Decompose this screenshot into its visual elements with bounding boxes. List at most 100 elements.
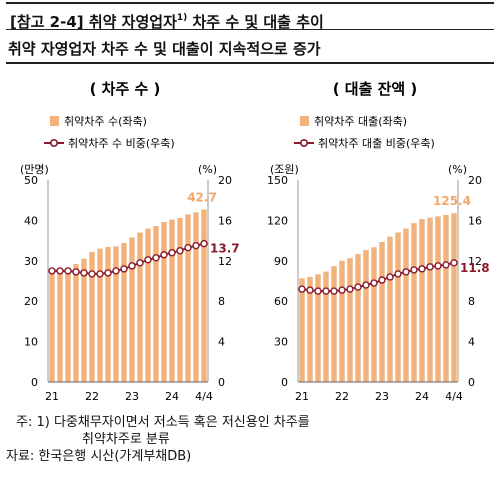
share-point xyxy=(168,249,176,257)
bar xyxy=(379,241,385,382)
bar xyxy=(177,217,183,382)
share-point xyxy=(176,246,184,255)
bar xyxy=(97,248,103,382)
bar xyxy=(113,246,119,382)
legend-bar-swatch xyxy=(50,116,59,126)
bar xyxy=(323,271,329,382)
chart-title: ( 차주 수 ) xyxy=(90,80,161,98)
note-line-1: 주: 1) 다중채무자이면서 저소득 혹은 저신용인 차주를 xyxy=(16,415,310,430)
page-title: [참고 2-4] 취약 자영업자 xyxy=(10,13,177,31)
bar xyxy=(371,247,377,382)
share-point xyxy=(370,279,378,287)
x-tick-label: 24 xyxy=(165,390,179,403)
bar xyxy=(331,266,337,382)
bar xyxy=(201,209,207,382)
share-point xyxy=(442,261,450,269)
legend-line-marker xyxy=(49,139,58,148)
bar xyxy=(315,274,321,382)
share-point xyxy=(386,273,394,281)
bar xyxy=(81,258,87,382)
right-tick-label: 8 xyxy=(468,295,475,308)
bar xyxy=(387,236,393,382)
share-point xyxy=(354,283,362,291)
bar xyxy=(395,232,401,382)
left-tick-label: 60 xyxy=(274,295,288,308)
share-point xyxy=(338,286,346,294)
bar xyxy=(411,223,417,382)
left-tick-label: 20 xyxy=(24,295,38,308)
bar xyxy=(137,232,143,382)
bar xyxy=(105,247,111,382)
share-point xyxy=(200,239,208,248)
legend-bar-label: 취약차주 대출(좌축) xyxy=(314,114,407,128)
right-tick-label: 20 xyxy=(218,174,232,187)
share-point xyxy=(72,268,80,276)
right-tick-label: 4 xyxy=(468,336,475,349)
source-line: 자료: 한국은행 시산(가계부채DB) xyxy=(6,449,192,464)
x-tick-label: 21 xyxy=(45,390,59,403)
chart-borrowers: ( 차주 수 ) 취약차주 수(좌축) 취약차주 수 비중(우축) (만명) (%) 0 1… xyxy=(20,80,240,403)
share-point xyxy=(450,259,458,267)
share-point xyxy=(80,269,88,277)
share-point xyxy=(104,269,112,277)
left-tick-label: 30 xyxy=(274,336,288,349)
bar xyxy=(145,228,151,382)
x-tick-label: 22 xyxy=(335,390,349,403)
share-point xyxy=(434,262,442,270)
share-point xyxy=(362,281,370,289)
share-point xyxy=(346,285,354,293)
right-tick-label: 12 xyxy=(218,255,232,268)
bar xyxy=(161,222,167,382)
bar-last-value-label: 125.4 xyxy=(433,194,471,208)
left-tick-label: 0 xyxy=(31,376,38,389)
bar xyxy=(363,250,369,382)
title-bar: [참고 2-4] 취약 자영업자1) 차주 수 및 대출 추이 xyxy=(6,2,494,31)
bar xyxy=(307,276,313,382)
legend-line-label: 취약차주 수 비중(우축) xyxy=(68,136,175,150)
share-point xyxy=(120,265,128,273)
bar xyxy=(65,267,71,382)
bar xyxy=(129,237,135,382)
bar xyxy=(57,268,63,382)
right-tick-label: 16 xyxy=(218,214,232,227)
title-footnote-mark: 1) xyxy=(176,13,188,23)
share-point xyxy=(306,286,314,294)
left-tick-label: 30 xyxy=(24,255,38,268)
share-point xyxy=(402,268,410,276)
left-tick-label: 10 xyxy=(24,336,38,349)
left-tick-label: 0 xyxy=(281,376,288,389)
right-tick-label: 0 xyxy=(218,376,225,389)
share-point xyxy=(418,265,426,273)
bar xyxy=(121,243,127,382)
right-tick-label: 20 xyxy=(468,174,482,187)
bar xyxy=(427,217,433,382)
left-tick-label: 150 xyxy=(267,174,288,187)
bar xyxy=(73,264,79,382)
left-tick-label: 50 xyxy=(24,174,38,187)
bar xyxy=(49,269,55,382)
share-point xyxy=(64,267,72,275)
bar xyxy=(419,219,425,382)
right-tick-label: 4 xyxy=(218,336,225,349)
bar xyxy=(435,216,441,382)
share-point xyxy=(96,270,104,278)
right-tick-label: 0 xyxy=(468,376,475,389)
right-tick-label: 8 xyxy=(218,295,225,308)
notes: 주: 1) 다중채무자이면서 저소득 혹은 저신용인 차주를 취약차주로 분류 … xyxy=(6,414,310,465)
left-axis-unit: (만명) xyxy=(20,163,49,176)
share-point xyxy=(184,243,192,252)
bar xyxy=(185,214,191,382)
bar xyxy=(169,219,175,382)
right-axis-unit: (%) xyxy=(448,163,467,176)
share-point xyxy=(88,270,96,278)
chart-title: ( 대출 잔액 ) xyxy=(333,80,418,98)
page-subtitle: 취약 자영업자 차주 수 및 대출이 지속적으로 증가 xyxy=(6,38,494,64)
share-point xyxy=(426,263,434,271)
bar xyxy=(443,215,449,382)
share-point xyxy=(48,267,56,275)
x-tick-label: 4/4 xyxy=(195,390,213,403)
left-tick-label: 120 xyxy=(267,214,288,227)
share-point xyxy=(136,259,144,267)
bar xyxy=(89,251,95,382)
right-tick-label: 12 xyxy=(468,255,482,268)
